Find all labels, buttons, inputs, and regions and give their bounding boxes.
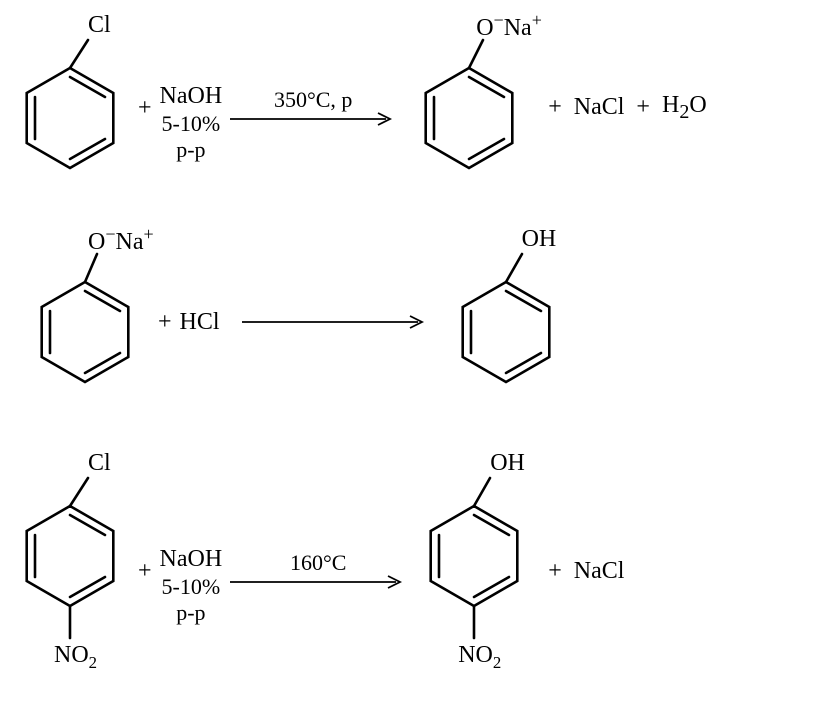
benzene-ring-icon: [414, 456, 534, 666]
arrow-icon: [228, 572, 408, 592]
rxn3-plus: +: [138, 558, 152, 585]
rxn1-product-top-sub: O−Na+: [476, 10, 542, 42]
rxn2-product: OH: [446, 232, 566, 412]
rxn2-reactant: O−Na+: [20, 232, 150, 412]
rxn3-reactant-top-sub: Cl: [88, 450, 111, 477]
rxn2-product-top-sub: OH: [522, 226, 557, 253]
rxn3-byproducts: + NaCl: [542, 558, 630, 585]
rxn3-reactant: Cl NO2: [10, 456, 130, 686]
rxn1-reactant-top-sub: Cl: [88, 12, 111, 39]
plus-icon: +: [158, 309, 172, 336]
rxn1-product: O−Na+: [404, 18, 534, 198]
rxn2-plus: +: [158, 309, 172, 336]
rxn3-bp-1: NaCl: [574, 558, 625, 585]
rxn1-arrow: 350°C, p: [228, 87, 398, 129]
rxn2-reagent-main: HCl: [180, 308, 220, 337]
arrow-icon: [228, 109, 398, 129]
rxn3-product-bottom-sub: NO2: [458, 642, 501, 673]
rxn3-arrow: 160°C: [228, 550, 408, 592]
rxn1-bp-2: +: [636, 94, 650, 121]
rxn1-reagent-sub1: 5-10%: [162, 111, 221, 137]
rxn1-reagent-main: NaOH: [160, 82, 223, 111]
rxn3-reagent-sub1: 5-10%: [162, 574, 221, 600]
rxn1-bp-3: H2O: [662, 92, 707, 124]
rxn1-plus: +: [138, 95, 152, 122]
rxn1-reagent-sub2: p-p: [176, 137, 205, 163]
rxn2-arrow: [240, 312, 430, 332]
rxn1-bp-1: NaCl: [574, 94, 625, 121]
rxn3-reagent: NaOH 5-10% p-p: [160, 545, 223, 627]
benzene-ring-icon: [10, 18, 130, 188]
arrow-icon: [240, 312, 430, 332]
rxn3-product-top-sub: OH: [490, 450, 525, 477]
reaction-3: Cl NO2 + NaOH 5-10% p-p 160°C OH: [10, 456, 826, 686]
benzene-ring-icon: [10, 456, 130, 666]
benzene-ring-icon: [409, 18, 529, 188]
rxn2-reagent: HCl: [180, 308, 220, 337]
plus-icon: +: [138, 558, 152, 585]
rxn1-reactant: Cl: [10, 18, 130, 198]
benzene-ring-icon: [446, 232, 566, 402]
rxn1-bp-0: +: [548, 94, 562, 121]
reaction-1: Cl + NaOH 5-10% p-p 350°C, p O−Na+: [10, 18, 826, 198]
rxn3-bp-0: +: [548, 558, 562, 585]
rxn3-reactant-bottom-sub: NO2: [54, 642, 97, 673]
rxn3-reagent-sub2: p-p: [176, 600, 205, 626]
rxn3-product: OH NO2: [414, 456, 534, 686]
plus-icon: +: [138, 95, 152, 122]
reaction-2: O−Na+ + HCl OH: [20, 232, 826, 412]
rxn3-reagent-main: NaOH: [160, 545, 223, 574]
rxn2-reactant-top-sub: O−Na+: [88, 224, 154, 256]
rxn1-byproducts: + NaCl + H2O: [542, 92, 712, 124]
rxn1-reagent: NaOH 5-10% p-p: [160, 82, 223, 164]
benzene-ring-icon: [25, 232, 145, 402]
